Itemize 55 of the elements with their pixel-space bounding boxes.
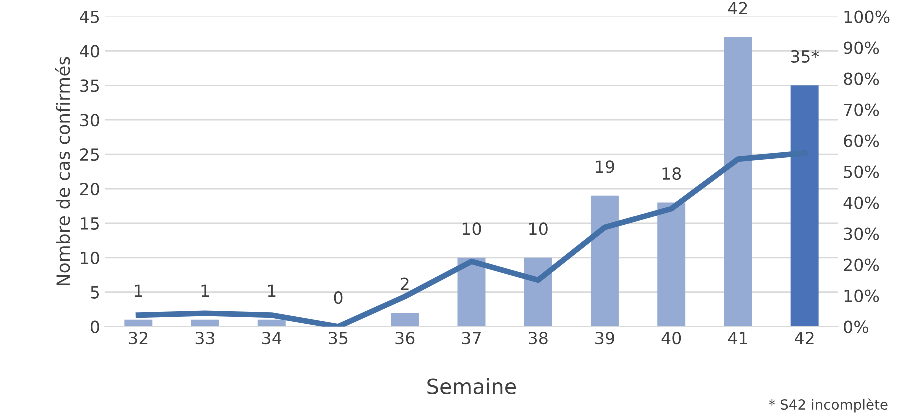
data-label: 0 xyxy=(334,292,343,304)
x-tick-label: 35 xyxy=(329,332,348,345)
y2-tick-label: 80% xyxy=(844,72,880,86)
x-tick-label: 37 xyxy=(462,332,481,345)
y2-tick-label: 0% xyxy=(844,320,869,334)
bar xyxy=(790,86,819,327)
x-tick-label: 33 xyxy=(196,332,215,345)
data-label: 2 xyxy=(401,278,409,290)
x-tick-label: 36 xyxy=(396,332,415,345)
y-tick-label: 10 xyxy=(81,252,100,264)
data-label: 19 xyxy=(596,160,614,174)
y-tick-label: 35 xyxy=(80,80,100,92)
y-tick-label: 0 xyxy=(90,320,100,334)
y2-tick-label: 100% xyxy=(844,10,890,24)
y2-tick-label: 30% xyxy=(844,228,880,240)
data-label: 10 xyxy=(530,222,548,236)
y2-tick-label: 50% xyxy=(844,166,880,178)
bar xyxy=(590,196,619,327)
y-tick-label: 20 xyxy=(80,182,100,196)
data-label: 1 xyxy=(202,284,210,298)
x-tick-label: 38 xyxy=(529,332,548,345)
data-label: 1 xyxy=(135,284,142,298)
x-axis-title: Semaine xyxy=(428,378,516,394)
text: * S42 incomplète xyxy=(769,398,888,413)
x-tick-label: 32 xyxy=(129,332,148,345)
bar xyxy=(258,320,286,327)
bar xyxy=(391,313,420,327)
x-tick-label: 42 xyxy=(795,332,814,344)
bar xyxy=(724,37,752,327)
y-tick-label: 45 xyxy=(80,10,100,24)
y-tick-label: 25 xyxy=(80,148,100,162)
y-tick-label: 5 xyxy=(91,286,100,299)
y-tick-label: 30 xyxy=(80,114,100,127)
data-label: 35* xyxy=(791,50,820,63)
bar xyxy=(191,320,220,327)
bar xyxy=(124,320,153,327)
y2-tick-label: 90% xyxy=(844,42,880,54)
x-tick-label: 34 xyxy=(262,332,282,345)
x-tick-label: 40 xyxy=(662,332,682,345)
bar xyxy=(658,202,686,327)
data-label: 18 xyxy=(662,168,682,180)
x-tick-label: 41 xyxy=(728,332,748,344)
y2-tick-label: 10% xyxy=(844,290,880,302)
y2-tick-label: 20% xyxy=(844,258,880,272)
y-tick-label: 15 xyxy=(81,218,100,230)
data-label: 42 xyxy=(728,2,748,15)
x-tick-label: 39 xyxy=(596,332,614,345)
y2-tick-label: 70% xyxy=(844,104,880,116)
data-label: 1 xyxy=(268,284,276,298)
bar xyxy=(524,258,552,327)
y-axis-title: Nombre de cas confirmés xyxy=(56,57,70,286)
y-tick-label: 40 xyxy=(80,45,100,58)
y2-tick-label: 60% xyxy=(844,134,880,148)
y2-tick-label: 40% xyxy=(844,196,880,210)
data-label: 10 xyxy=(462,222,482,236)
